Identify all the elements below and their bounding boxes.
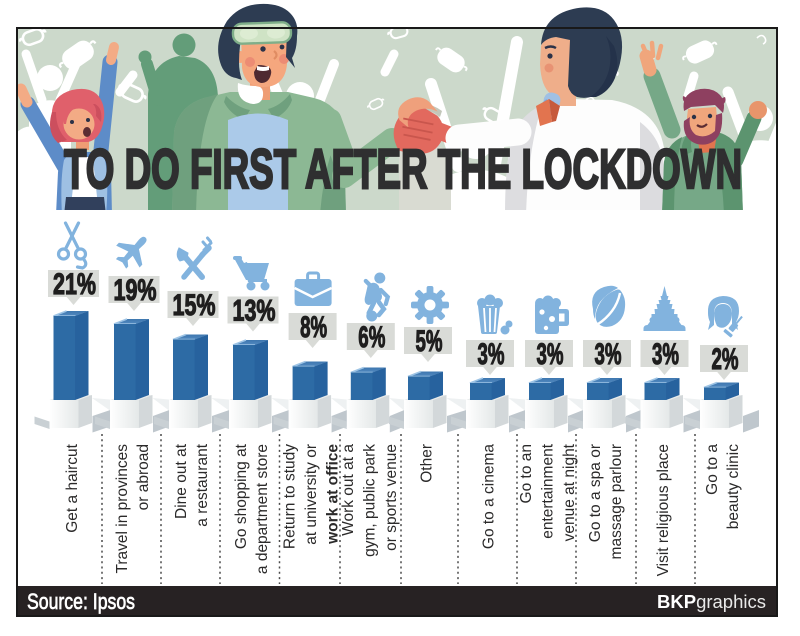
svg-text:Dine out at: Dine out at [173, 443, 190, 519]
svg-text:TO DO FIRST AFTER THE LOCKDOWN: TO DO FIRST AFTER THE LOCKDOWN [64, 138, 742, 200]
svg-text:beauty clinic: beauty clinic [725, 444, 742, 530]
svg-text:2%: 2% [712, 343, 739, 376]
svg-text:21%: 21% [53, 268, 96, 301]
svg-text:Go to an: Go to an [518, 444, 535, 503]
svg-text:Go to a cinema: Go to a cinema [481, 444, 498, 549]
svg-text:a department store: a department store [254, 444, 271, 574]
svg-text:3%: 3% [595, 338, 622, 371]
svg-text:massage parlour: massage parlour [608, 444, 625, 559]
svg-text:Return to study: Return to study [282, 444, 299, 549]
svg-text:Get a haircut: Get a haircut [64, 443, 81, 532]
svg-text:3%: 3% [652, 338, 679, 371]
svg-text:Other: Other [419, 444, 436, 483]
svg-text:Visit religious place: Visit religious place [655, 444, 672, 576]
svg-text:work at office: work at office [325, 444, 342, 545]
svg-text:entertainment: entertainment [540, 443, 557, 538]
svg-text:Work out at a: Work out at a [340, 444, 357, 536]
svg-text:or sports venue: or sports venue [383, 444, 400, 551]
svg-text:3%: 3% [478, 338, 505, 371]
svg-text:BKPgraphics: BKPgraphics [657, 591, 766, 612]
svg-text:6%: 6% [358, 321, 385, 354]
svg-text:gym, public park: gym, public park [361, 444, 378, 557]
svg-text:Travel in provinces: Travel in provinces [114, 444, 131, 574]
svg-text:or abroad: or abroad [135, 444, 152, 510]
svg-text:15%: 15% [173, 289, 216, 322]
svg-text:Source: Ipsos: Source: Ipsos [27, 589, 135, 614]
svg-text:Go to a spa or: Go to a spa or [587, 444, 604, 542]
svg-text:8%: 8% [300, 311, 327, 344]
svg-text:at university or: at university or [303, 444, 320, 545]
svg-text:venue at night: venue at night [561, 443, 578, 541]
svg-text:Go shopping at: Go shopping at [233, 443, 250, 549]
svg-text:3%: 3% [537, 338, 564, 371]
svg-text:Go to a: Go to a [704, 444, 721, 495]
svg-text:5%: 5% [416, 325, 443, 358]
svg-text:19%: 19% [114, 274, 157, 307]
svg-text:a restaurant: a restaurant [194, 443, 211, 526]
svg-text:13%: 13% [233, 295, 276, 328]
